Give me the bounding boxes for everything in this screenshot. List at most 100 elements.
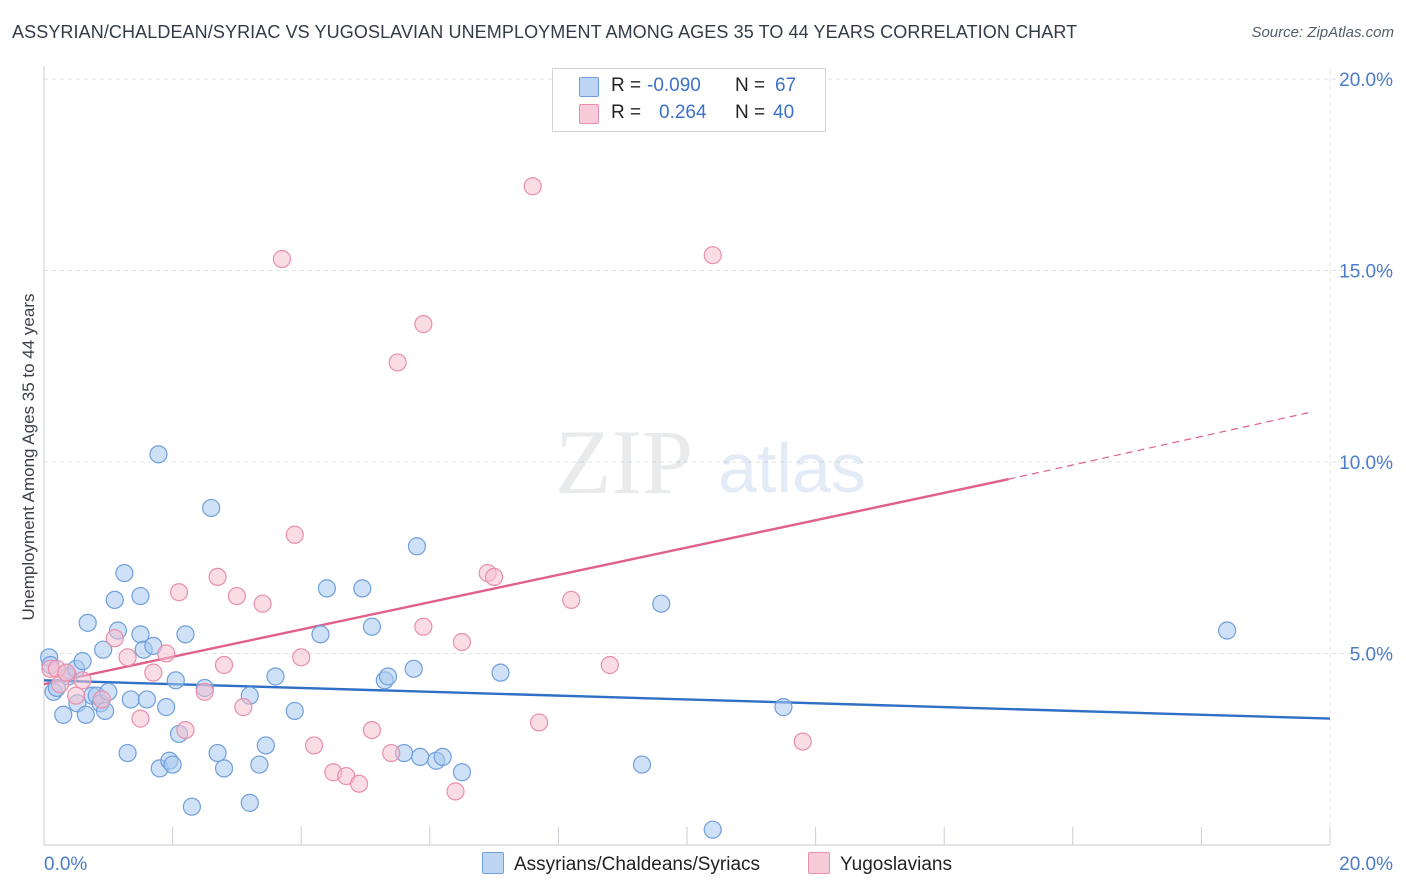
point-assyrian [250, 755, 269, 774]
point-yugoslavian [208, 567, 227, 587]
point-assyrian [115, 563, 134, 583]
trend-line-assyrian [43, 679, 1331, 720]
bottom-legend-swatch-pink [808, 852, 830, 874]
trend-line-yugoslavian [43, 478, 1009, 686]
point-assyrian [105, 590, 124, 609]
point-yugoslavian [73, 671, 92, 690]
point-assyrian [353, 579, 372, 598]
point-assyrian [137, 690, 156, 709]
point-assyrian [121, 690, 140, 709]
point-yugoslavian [195, 682, 214, 701]
point-yugoslavian [530, 713, 549, 732]
point-yugoslavian [388, 353, 407, 372]
point-yugoslavian [57, 663, 76, 682]
point-assyrian [311, 625, 330, 644]
point-yugoslavian [144, 663, 163, 682]
point-assyrian [54, 705, 73, 724]
point-assyrian [411, 747, 430, 767]
point-assyrian [774, 698, 793, 717]
legend-r-label: R = [611, 102, 642, 123]
point-yugoslavian [292, 648, 311, 667]
point-yugoslavian [362, 720, 382, 740]
point-assyrian [176, 625, 195, 644]
bottom-legend-pink: Yugoslavians [808, 852, 952, 876]
point-yugoslavian [452, 632, 472, 652]
point-yugoslavian [92, 690, 111, 709]
point-assyrian [452, 763, 472, 782]
point-yugoslavian [446, 782, 465, 801]
point-assyrian [256, 736, 275, 755]
point-assyrian [157, 698, 176, 717]
point-assyrian [94, 640, 113, 659]
legend-r-value: -0.090 [647, 75, 701, 96]
y-axis-label: Unemployment Among Ages 35 to 44 years [19, 294, 38, 621]
legend-swatch-blue [579, 77, 599, 97]
point-yugoslavian [272, 249, 292, 269]
point-assyrian [362, 617, 382, 636]
point-assyrian [378, 667, 398, 686]
point-assyrian [266, 667, 285, 686]
x-tick-label: 20.0% [1339, 854, 1393, 875]
point-assyrian [76, 705, 95, 724]
source-label: Source: ZipAtlas.com [1251, 24, 1394, 41]
point-yugoslavian [349, 774, 369, 793]
point-yugoslavian [253, 594, 272, 613]
trend-lines [43, 411, 1331, 720]
point-yugoslavian [562, 590, 581, 609]
point-yugoslavian [382, 743, 401, 763]
point-yugoslavian [169, 583, 189, 602]
point-assyrian [78, 613, 97, 632]
point-yugoslavian [118, 648, 137, 667]
point-yugoslavian [414, 315, 433, 334]
legend-n-value: 67 [775, 75, 797, 96]
legend-row-blue: R = -0.090 N = 67 [553, 73, 825, 99]
point-yugoslavian [485, 567, 504, 587]
point-yugoslavian [414, 617, 433, 636]
point-assyrian [214, 759, 234, 778]
y-tick-label: 15.0% [1339, 262, 1393, 283]
point-assyrian [317, 579, 337, 598]
point-yugoslavian [157, 644, 176, 663]
point-assyrian [202, 498, 221, 518]
point-yugoslavian [600, 655, 619, 675]
point-assyrian [208, 743, 227, 763]
point-assyrian [166, 671, 185, 690]
point-assyrian [703, 820, 722, 839]
x-tick-label: 0.0% [44, 854, 87, 875]
point-assyrian [240, 793, 259, 812]
point-yugoslavian [234, 698, 253, 717]
bottom-legend-swatch-blue [482, 852, 504, 874]
point-assyrian [632, 755, 652, 774]
point-assyrian [118, 743, 137, 763]
watermark-zip: ZIP [555, 411, 693, 513]
legend-r-value: 0.264 [659, 102, 707, 123]
bottom-legend-label-pink: Yugoslavians [840, 854, 952, 875]
point-assyrian [491, 663, 510, 682]
point-yugoslavian [105, 629, 124, 648]
point-assyrian [131, 586, 150, 606]
watermark: ZIP atlas [555, 411, 866, 513]
point-assyrian [433, 747, 452, 767]
point-assyrian [652, 594, 671, 613]
point-assyrian [1218, 621, 1237, 640]
legend-n-label: N = [735, 102, 766, 123]
point-yugoslavian [131, 709, 150, 728]
legend-swatch-pink [579, 104, 599, 124]
point-yugoslavian [523, 177, 542, 196]
point-yugoslavian [703, 246, 722, 265]
point-yugoslavian [793, 732, 812, 751]
legend-n-value: 40 [773, 102, 795, 123]
tick-labels: 5.0% 10.0% 15.0% 20.0% 0.0% 20.0% [44, 70, 1393, 875]
axes [43, 66, 1331, 846]
y-tick-label: 5.0% [1350, 645, 1393, 666]
y-tick-label: 20.0% [1339, 70, 1393, 91]
legend-box: R = -0.090 N = 67 R = 0.264 N = 40 [552, 68, 826, 132]
point-assyrian [407, 537, 427, 556]
point-assyrian [404, 659, 423, 678]
point-assyrian [73, 652, 92, 671]
point-assyrian [163, 755, 182, 774]
point-yugoslavian [176, 720, 195, 740]
bottom-legend-label-blue: Assyrians/Chaldeans/Syriacs [514, 854, 761, 875]
point-yugoslavian [285, 525, 304, 544]
